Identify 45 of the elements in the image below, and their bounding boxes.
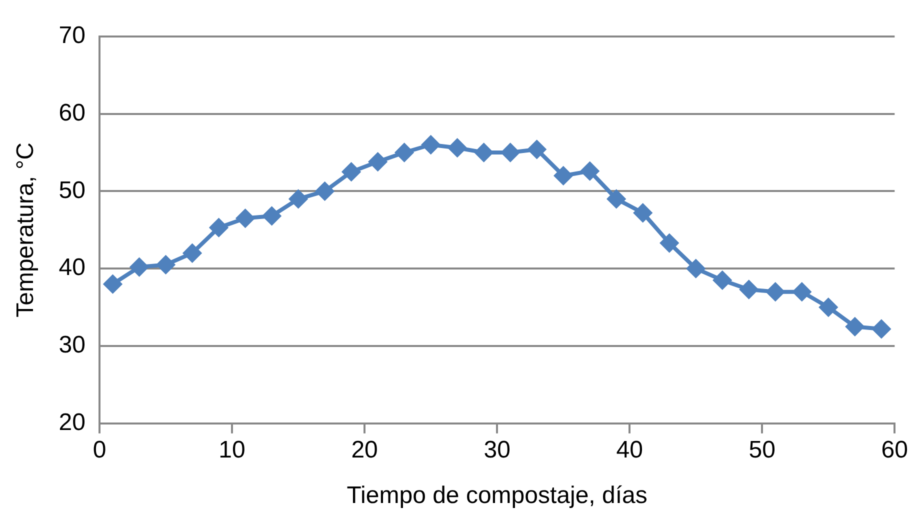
y-tick-label: 40 xyxy=(58,254,86,282)
x-tick-label: 60 xyxy=(881,436,908,464)
point xyxy=(448,138,466,157)
point xyxy=(501,144,520,162)
point xyxy=(130,258,148,276)
y-tick-label: 70 xyxy=(58,22,86,50)
point xyxy=(262,206,281,225)
point xyxy=(104,275,122,294)
x-axis-title: Tiempo de compostaje, días xyxy=(346,482,648,510)
point xyxy=(660,234,678,252)
point xyxy=(528,140,546,158)
point xyxy=(607,190,626,208)
x-tick-label: 40 xyxy=(616,436,643,464)
x-tick-label: 10 xyxy=(218,436,246,464)
point xyxy=(210,218,228,237)
point xyxy=(156,256,175,274)
point xyxy=(236,209,254,228)
point xyxy=(872,320,890,338)
point xyxy=(580,162,599,180)
x-tick-label: 50 xyxy=(748,436,776,464)
point xyxy=(634,204,652,222)
point xyxy=(713,271,732,290)
y-axis-title: Temperatura, °C xyxy=(12,142,40,318)
point xyxy=(846,318,864,336)
point xyxy=(368,152,387,171)
y-tick-label: 30 xyxy=(58,332,86,359)
point xyxy=(766,282,784,301)
x-tick-label: 20 xyxy=(351,436,378,464)
x-tick-label: 0 xyxy=(92,436,106,464)
point xyxy=(474,144,493,162)
point xyxy=(395,144,414,162)
point xyxy=(740,280,758,298)
y-tick-label: 60 xyxy=(58,99,86,126)
point xyxy=(686,260,705,278)
point xyxy=(316,182,334,200)
point xyxy=(422,136,440,154)
y-tick-label: 20 xyxy=(58,409,86,436)
y-tick-label: 50 xyxy=(58,176,86,204)
point xyxy=(289,190,308,208)
point xyxy=(819,298,838,316)
x-tick-label: 30 xyxy=(484,436,510,464)
point xyxy=(554,166,572,185)
point xyxy=(342,162,360,181)
point xyxy=(183,244,202,262)
point xyxy=(792,282,811,301)
